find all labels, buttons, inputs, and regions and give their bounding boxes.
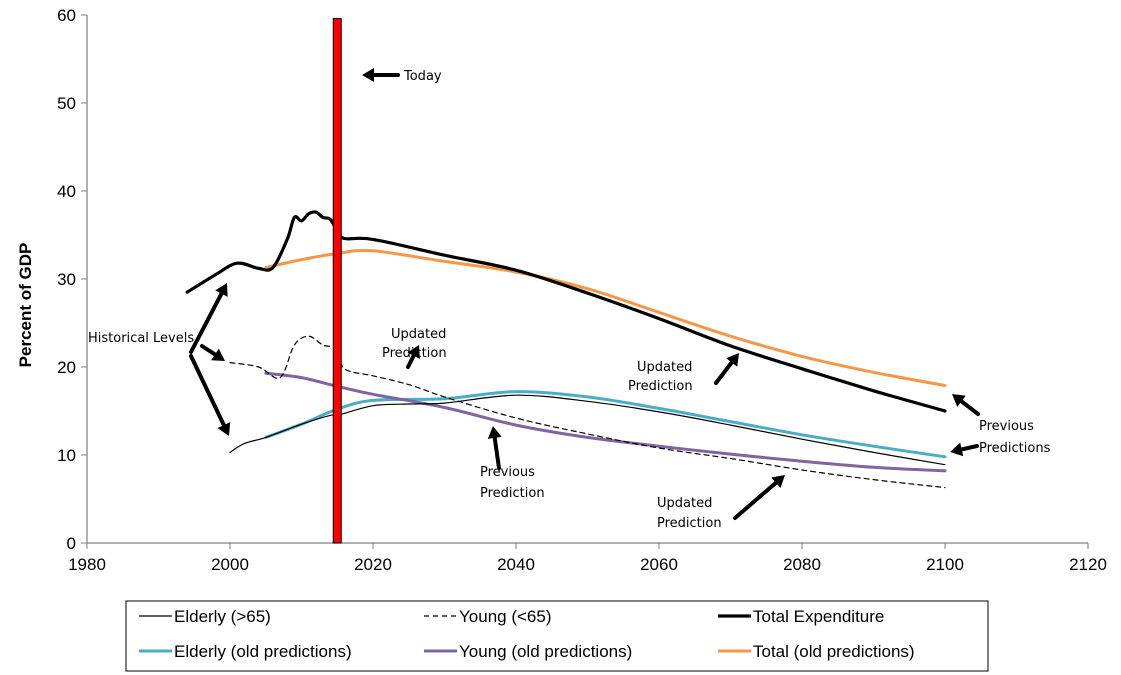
x-tick-label: 2100 xyxy=(926,555,964,574)
annotation-arrowhead xyxy=(215,283,228,297)
legend-label-elderly-65: Elderly (>65) xyxy=(174,607,271,626)
annotation-arrow xyxy=(406,353,416,369)
y-tick-label: 20 xyxy=(57,358,76,377)
annotation-arrowhead xyxy=(362,68,374,82)
today-marker-bar xyxy=(332,18,342,544)
legend-label-elderly-old-predictions: Elderly (old predictions) xyxy=(174,642,352,661)
series-line-total-expenditure xyxy=(185,210,947,413)
series-line-elderly-65 xyxy=(229,394,946,466)
x-tick-label: 2000 xyxy=(211,555,249,574)
annotation-label: Prediction xyxy=(480,486,545,501)
x-tick-label: 2120 xyxy=(1069,555,1107,574)
annotation-arrow xyxy=(200,344,217,357)
annotation-label: Updated xyxy=(657,496,712,511)
series-line-young-65 xyxy=(229,335,946,489)
series-line-young-old-predictions xyxy=(264,371,947,473)
annotation-arrowhead xyxy=(487,426,502,439)
annotation-arrow xyxy=(733,480,778,520)
annotation-label: Historical Levels xyxy=(88,331,194,346)
legend-label-total-expenditure: Total Expenditure xyxy=(753,607,884,626)
y-tick-label: 10 xyxy=(57,446,76,465)
annotation-arrowhead xyxy=(211,348,225,361)
series-line-total-old-predictions xyxy=(264,248,947,387)
y-tick-label: 40 xyxy=(57,182,76,201)
legend-box xyxy=(125,600,989,672)
annotation-label: Updated xyxy=(637,360,692,375)
y-tick-label: 0 xyxy=(67,534,76,553)
legend-label-young-65: Young (<65) xyxy=(459,607,551,626)
annotation-arrow xyxy=(189,291,224,354)
annotation-label: Today xyxy=(403,69,442,84)
annotation-arrow xyxy=(714,360,734,385)
x-tick-label: 1980 xyxy=(68,555,106,574)
x-tick-label: 2020 xyxy=(354,555,392,574)
y-tick-label: 60 xyxy=(57,6,76,25)
annotation-label: Prediction xyxy=(628,379,693,394)
annotation-arrowhead xyxy=(407,345,420,359)
annotation-arrowhead xyxy=(217,422,231,436)
annotation-label: Previous xyxy=(480,465,535,480)
annotations: Today Historical Levels Updated Prediction U… xyxy=(88,68,1051,531)
x-tick-label: 2040 xyxy=(497,555,535,574)
x-tick-label: 2060 xyxy=(640,555,678,574)
annotation-label: Updated xyxy=(391,327,446,342)
annotation-arrowhead xyxy=(726,353,739,367)
legend-label-total-old-predictions: Total (old predictions) xyxy=(753,642,915,661)
annotation-arrowhead xyxy=(950,442,964,457)
y-tick-label: 30 xyxy=(57,270,76,289)
annotation-label: Previous xyxy=(979,419,1034,434)
y-axis-label: Percent of GDP xyxy=(16,243,35,368)
y-tick-label: 50 xyxy=(57,94,76,113)
annotation-label: Prediction xyxy=(657,516,722,531)
annotation-label: Predictions xyxy=(979,441,1051,456)
annotation-arrow xyxy=(189,354,226,428)
annotation-arrowhead xyxy=(952,394,966,407)
plot-area: 1980 2000 2020 2040 2060 2080 2100 2120 0 10 20 30 4… xyxy=(57,6,1107,574)
legend: Elderly (>65) Young (<65) Total Expenditur… xyxy=(125,600,989,672)
annotation-arrow xyxy=(959,399,980,416)
annotation-arrow xyxy=(492,435,501,470)
annotation-arrowhead xyxy=(771,475,785,489)
annotation-arrow xyxy=(959,444,979,452)
legend-label-young-old-predictions: Young (old predictions) xyxy=(459,642,632,661)
x-tick-label: 2080 xyxy=(783,555,821,574)
